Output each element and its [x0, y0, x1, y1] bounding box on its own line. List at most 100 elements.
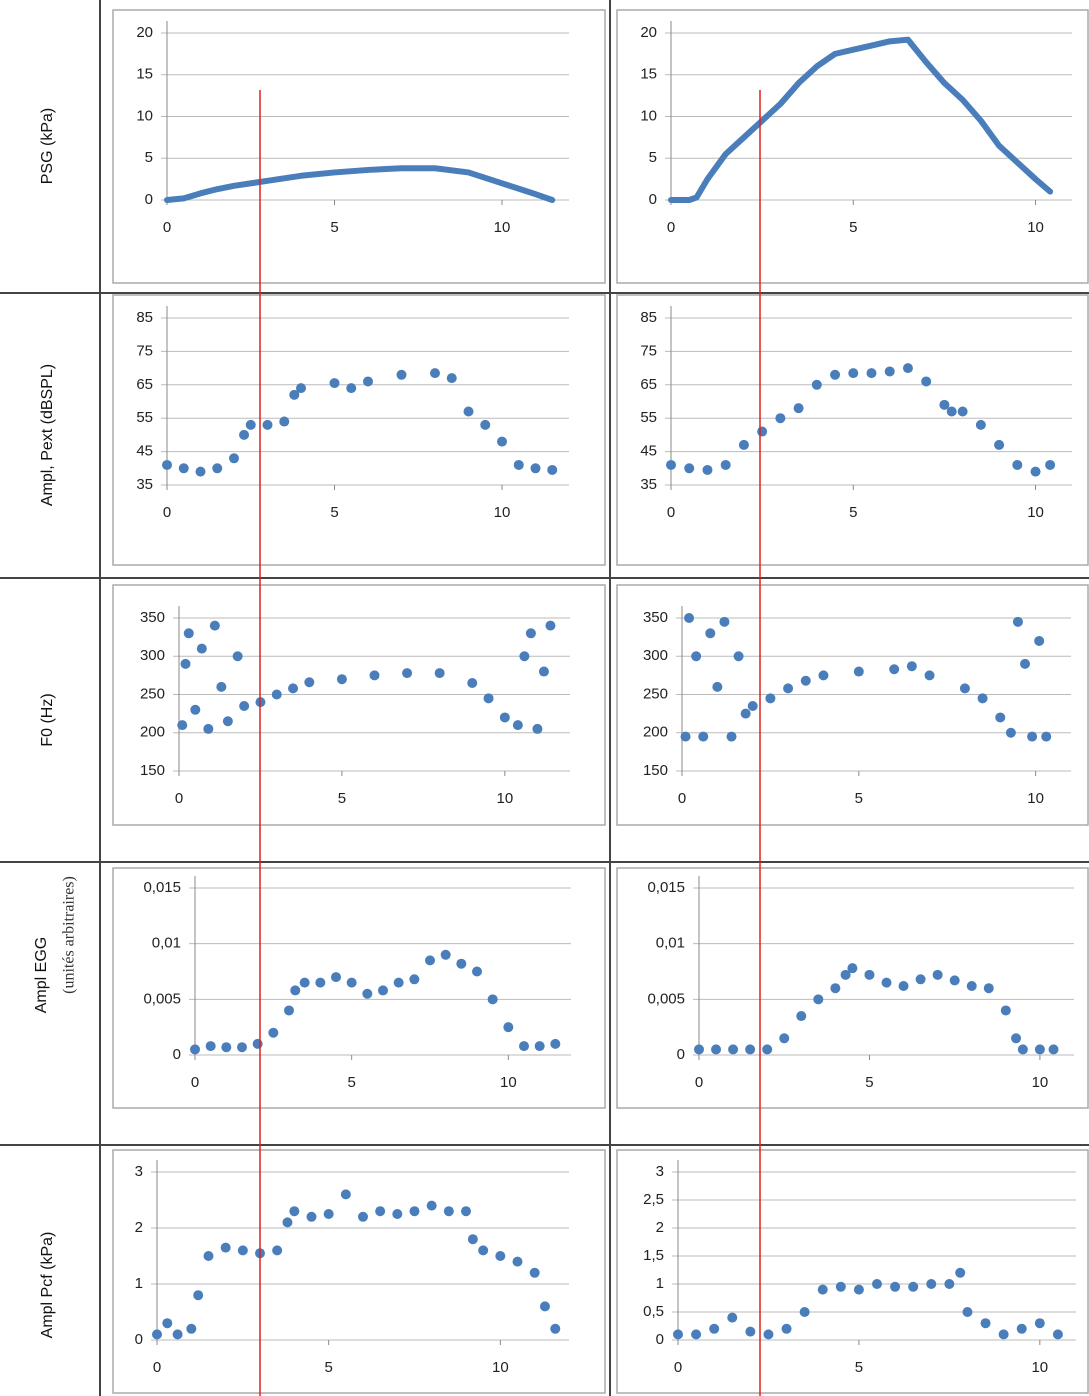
- data-point: [262, 419, 273, 430]
- data-point: [329, 378, 340, 389]
- data-point: [478, 1245, 489, 1256]
- data-line: [164, 165, 556, 203]
- data-point: [152, 1329, 162, 1340]
- data-point: [396, 369, 407, 380]
- y-tick-label: 75: [640, 342, 657, 359]
- x-tick-label: 10: [1031, 1359, 1048, 1376]
- data-point: [547, 464, 558, 475]
- data-point: [497, 436, 507, 447]
- data-point: [178, 463, 189, 474]
- data-point: [898, 980, 909, 991]
- data-point: [800, 675, 811, 686]
- data-point: [830, 369, 841, 380]
- data-point: [512, 720, 523, 731]
- y-tick-label: 0: [656, 1331, 664, 1348]
- data-point: [425, 955, 435, 966]
- y-tick-label: 15: [136, 66, 153, 83]
- data-point: [959, 683, 970, 694]
- y-tick-label: 2,5: [643, 1191, 664, 1208]
- x-tick-label: 10: [1027, 219, 1044, 236]
- y-tick-label: 0,5: [643, 1303, 664, 1320]
- x-tick-label: 0: [153, 1359, 161, 1376]
- y-tick-label: 0,015: [647, 879, 685, 896]
- data-point: [440, 949, 451, 960]
- data-point: [727, 1312, 738, 1323]
- y-tick-label: 20: [640, 24, 657, 41]
- data-point: [331, 972, 341, 983]
- data-point: [1020, 658, 1031, 669]
- data-point: [284, 1005, 294, 1016]
- y-tick-label: 1: [656, 1275, 664, 1292]
- data-point: [830, 983, 841, 994]
- data-point: [288, 683, 299, 694]
- data-point: [237, 1042, 247, 1053]
- data-point: [1034, 1044, 1045, 1055]
- data-line: [668, 36, 1054, 203]
- y-tick-label: 0,015: [143, 879, 181, 896]
- x-tick-label: 0: [163, 504, 171, 521]
- data-point: [340, 1189, 351, 1200]
- data-point: [472, 966, 482, 977]
- data-point: [889, 664, 900, 675]
- chart-frame: [616, 584, 1089, 826]
- y-tick-label: 150: [140, 762, 165, 779]
- data-point: [315, 977, 326, 988]
- data-point: [239, 700, 250, 711]
- data-point: [487, 994, 498, 1005]
- data-point: [550, 1323, 561, 1334]
- data-point: [446, 373, 457, 384]
- x-tick-label: 0: [667, 219, 675, 236]
- chart-frame: [616, 867, 1089, 1109]
- data-point: [691, 1329, 702, 1340]
- data-point: [532, 723, 543, 734]
- y-tick-label: 20: [136, 24, 153, 41]
- x-tick-label: 0: [175, 790, 183, 807]
- data-point: [196, 643, 207, 654]
- data-point: [525, 628, 536, 639]
- data-point: [902, 363, 913, 374]
- data-point: [994, 439, 1005, 450]
- data-point: [545, 620, 556, 631]
- data-point: [539, 1301, 550, 1312]
- data-point: [684, 613, 695, 623]
- data-point: [975, 419, 986, 430]
- chart-frame: [112, 9, 606, 284]
- data-point: [162, 459, 172, 470]
- y-tick-label: 0: [677, 1046, 685, 1063]
- data-point: [921, 376, 932, 387]
- data-point: [1052, 1329, 1063, 1340]
- data-point: [698, 731, 709, 742]
- data-point: [884, 366, 895, 377]
- data-point: [728, 1044, 739, 1055]
- data-point: [949, 975, 960, 986]
- x-tick-label: 0: [667, 504, 675, 521]
- data-point: [392, 1209, 403, 1219]
- data-point: [409, 974, 420, 985]
- y-tick-label: 300: [643, 647, 668, 664]
- data-point: [369, 670, 380, 681]
- y-tick-label: 350: [140, 609, 165, 626]
- data-point: [519, 1041, 529, 1052]
- data-point: [483, 693, 494, 704]
- data-point: [757, 426, 768, 437]
- y-axis-label: F0 (Hz): [39, 693, 56, 746]
- data-point: [434, 668, 445, 679]
- y-tick-label: 75: [136, 342, 153, 359]
- data-point: [530, 463, 541, 474]
- data-point: [216, 681, 227, 692]
- data-point: [864, 969, 875, 980]
- data-point: [977, 693, 988, 704]
- data-point: [363, 376, 373, 387]
- data-point: [906, 661, 917, 672]
- data-point: [193, 1290, 204, 1301]
- x-tick-label: 5: [324, 1359, 332, 1376]
- x-tick-label: 0: [674, 1359, 682, 1376]
- data-point: [306, 1211, 317, 1222]
- y-tick-label: 350: [643, 609, 668, 626]
- data-point: [813, 994, 824, 1005]
- y-tick-label: 55: [640, 409, 657, 426]
- y-tick-label: 85: [640, 309, 657, 326]
- y-tick-label: 65: [136, 376, 153, 393]
- y-tick-label: 0,01: [152, 935, 181, 952]
